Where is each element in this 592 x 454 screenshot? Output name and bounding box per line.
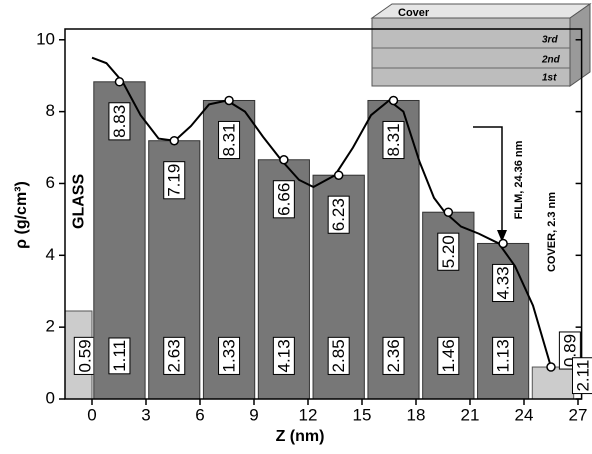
value-label-group: 8.31	[219, 121, 240, 158]
x-tick-label: 3	[141, 405, 150, 424]
x-tick-label: 0	[87, 405, 96, 424]
marker	[115, 78, 123, 86]
marker	[170, 137, 178, 145]
inset-label: 3rd	[542, 35, 558, 46]
roughness-label: 2.36	[384, 339, 403, 372]
value-label: 6.23	[329, 198, 348, 231]
value-label-group: 4.33	[493, 264, 514, 301]
value-label-group: 8.83	[109, 103, 130, 140]
roughness-label-group: 2.85	[328, 337, 349, 374]
substrate-label: GLASS	[71, 174, 88, 229]
value-label: 4.33	[494, 266, 513, 299]
value-label: 8.31	[220, 123, 239, 156]
marker	[390, 96, 398, 104]
marker	[444, 208, 452, 216]
y-tick-label: 10	[36, 29, 55, 48]
cover-bar	[532, 367, 573, 399]
roughness-label-group: 1.11	[109, 338, 130, 374]
marker	[280, 156, 288, 164]
y-axis-title: ρ (g/cm³)	[13, 181, 30, 249]
inset-label: 1st	[542, 73, 557, 84]
roughness-label: 1.33	[220, 339, 239, 372]
inset-label: 2nd	[541, 55, 561, 66]
x-tick-label: 21	[461, 405, 480, 424]
value-label: 5.20	[439, 235, 458, 268]
roughness-label: 0.59	[75, 339, 94, 372]
inset-front	[372, 18, 570, 86]
y-tick-label: 4	[46, 245, 55, 264]
roughness-label: 1.13	[494, 339, 513, 372]
roughness-label: 2.11	[573, 360, 592, 392]
film-label: FILM, 24.36 nm	[513, 140, 525, 219]
y-tick-label: 2	[46, 317, 55, 336]
roughness-label-group: 1.33	[219, 337, 240, 374]
roughness-label-group: 4.13	[273, 337, 294, 374]
x-tick-label: 18	[407, 405, 426, 424]
roughness-label-group: 0.59	[74, 337, 95, 374]
x-tick-label: 15	[353, 405, 372, 424]
value-label: 8.83	[110, 105, 129, 138]
x-tick-label: 24	[515, 405, 534, 424]
value-label-group: 6.66	[273, 181, 294, 218]
x-axis-title: Z (nm)	[276, 428, 325, 445]
roughness-label: 1.11	[110, 340, 129, 372]
x-tick-label: 6	[195, 405, 204, 424]
marker	[225, 96, 233, 104]
chart: Cover 3rd 2nd 1st Z (nm) ρ (g/cm³) GLASS…	[0, 0, 592, 449]
roughness-label-group: 2.63	[164, 337, 185, 374]
roughness-label-group: 1.46	[438, 337, 459, 374]
y-tick-label: 6	[46, 173, 55, 192]
value-label-group: 8.31	[383, 121, 404, 158]
inset-label: Cover	[398, 7, 430, 19]
y-tick-label: 8	[46, 101, 55, 120]
roughness-label: 2.85	[329, 339, 348, 372]
value-label: 8.31	[384, 123, 403, 156]
roughness-label: 1.46	[439, 339, 458, 372]
value-label: 7.19	[165, 164, 184, 197]
y-tick-label: 0	[46, 388, 55, 407]
x-tick-label: 12	[299, 405, 318, 424]
marker	[547, 363, 555, 371]
inset: Cover 3rd 2nd 1st	[372, 4, 590, 86]
value-label-group: 7.19	[164, 162, 185, 199]
roughness-label: 2.63	[165, 339, 184, 372]
roughness-label-group: 2.11	[572, 358, 592, 394]
marker	[335, 171, 343, 179]
marker	[499, 239, 507, 247]
film-arrow	[473, 127, 502, 232]
x-tick-label: 9	[249, 405, 258, 424]
value-label: 6.66	[274, 183, 293, 216]
value-label-group: 6.23	[328, 196, 349, 233]
cover-label: COVER, 2.3 nm	[546, 192, 558, 272]
roughness-label-group: 1.13	[493, 337, 514, 374]
roughness-label-group: 2.36	[383, 337, 404, 374]
roughness-label: 4.13	[274, 339, 293, 372]
inset-side	[570, 4, 590, 86]
x-tick-label: 27	[569, 405, 588, 424]
value-label-group: 5.20	[438, 233, 459, 270]
